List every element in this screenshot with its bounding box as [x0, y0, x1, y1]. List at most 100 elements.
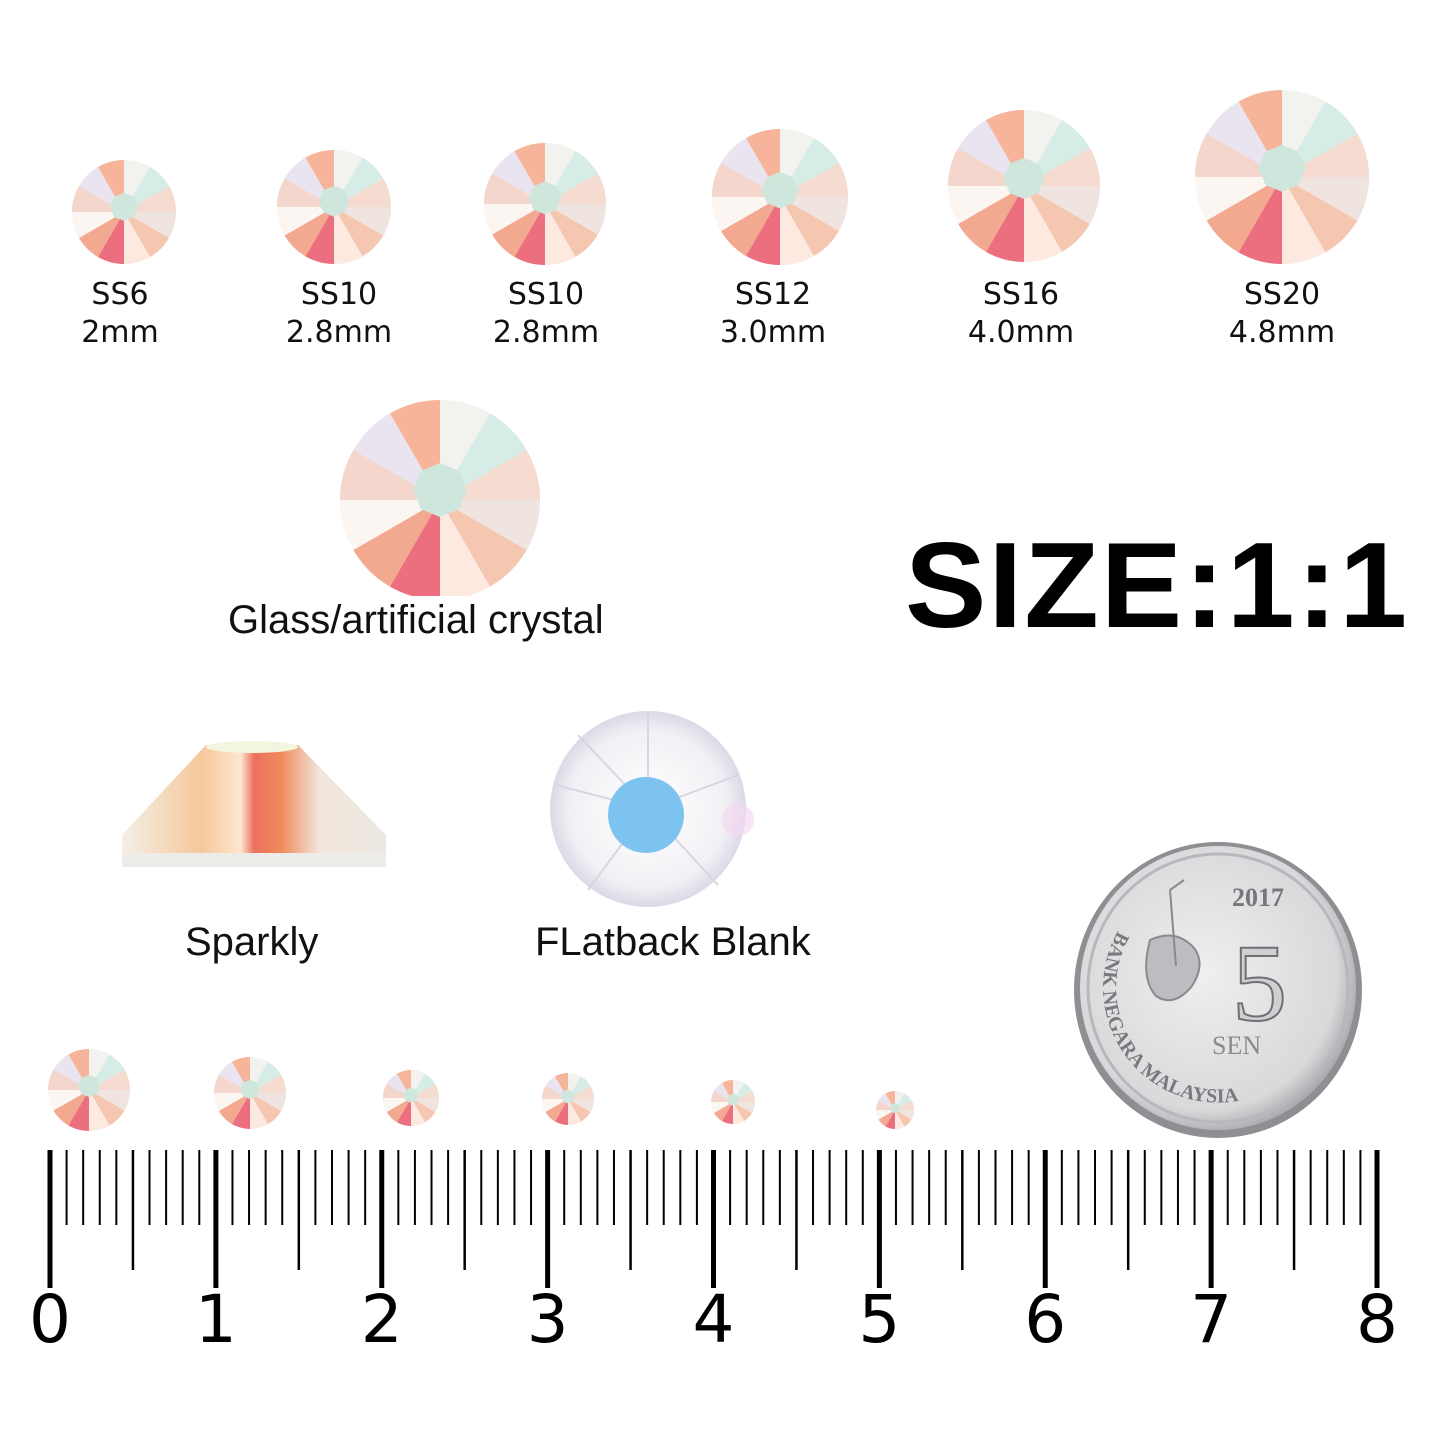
facet — [711, 1102, 733, 1113]
facet — [746, 197, 780, 265]
facet — [568, 1099, 594, 1112]
crystal-large-image — [340, 400, 540, 596]
ruler-label: 8 — [1356, 1281, 1398, 1350]
facet — [89, 1090, 125, 1126]
crystal-ss20-image — [1195, 90, 1369, 264]
crystal-small-image — [711, 1080, 755, 1124]
ruler-label: 5 — [858, 1281, 900, 1350]
facet — [72, 212, 124, 238]
facet — [411, 1098, 425, 1126]
facet — [895, 1110, 905, 1129]
ruler-label: 7 — [1190, 1281, 1232, 1350]
material-caption: Glass/artificial crystal — [228, 598, 604, 642]
facet — [411, 1098, 436, 1123]
facet — [484, 204, 545, 235]
facet — [232, 1093, 250, 1129]
crystal-small-image — [48, 1049, 130, 1131]
facet — [885, 1110, 895, 1129]
crystal-small-image — [214, 1057, 286, 1129]
facet — [733, 1102, 753, 1122]
facet — [48, 1090, 89, 1111]
table-facet — [413, 463, 467, 517]
facet — [876, 1110, 895, 1120]
facet — [390, 500, 440, 596]
coin-year: 2017 — [1232, 883, 1284, 912]
facet — [542, 1099, 568, 1112]
facet — [78, 212, 124, 258]
facet — [514, 204, 545, 265]
facet — [124, 212, 170, 258]
facet — [733, 1102, 755, 1113]
facet — [545, 204, 598, 257]
crystal-ss10-image — [277, 150, 391, 264]
size-label-ss16: SS16 4.0mm — [967, 277, 1075, 350]
coin-5-sen-image: 2017 5 SEN BANK NEGARA MALAYSIA — [1074, 842, 1362, 1138]
facet — [1024, 186, 1100, 224]
facet — [492, 204, 545, 257]
facet — [386, 1098, 411, 1123]
facet — [353, 500, 440, 587]
table-facet — [318, 185, 350, 217]
ruler-label: 4 — [693, 1281, 735, 1350]
facet — [1282, 177, 1358, 253]
facet — [250, 1093, 286, 1111]
crystal-ss6-image — [72, 160, 176, 264]
facet — [340, 500, 440, 550]
facet — [568, 1099, 591, 1122]
crystal-ss10-image — [484, 143, 606, 265]
facet — [440, 500, 527, 587]
table-facet — [560, 1089, 576, 1104]
facet — [284, 207, 334, 257]
facet — [1195, 177, 1282, 221]
facet — [89, 1090, 110, 1131]
facet — [440, 500, 490, 596]
facet — [986, 186, 1024, 262]
side-view-caption: Sparkly — [185, 920, 319, 964]
facet — [1282, 177, 1369, 221]
ruler: 0 1 2 3 4 5 6 7 8 — [29, 1150, 1398, 1350]
facet — [780, 197, 839, 256]
size-label-ss10: SS10 2.8mm — [285, 277, 393, 350]
size-label-ss20: SS20 4.8mm — [1228, 277, 1336, 350]
crystal-small-image — [542, 1073, 594, 1125]
table-facet — [109, 192, 139, 221]
size-title: SIZE:1:1 — [905, 517, 1410, 653]
facet — [733, 1102, 744, 1124]
ruler-label: 2 — [361, 1281, 403, 1350]
facet — [1024, 186, 1062, 262]
facet — [948, 186, 1024, 224]
table-facet — [403, 1087, 419, 1103]
table-facet — [1258, 144, 1306, 192]
facet — [713, 1102, 733, 1122]
facet — [305, 207, 334, 264]
size-label-ss12: SS12 3.0mm — [719, 277, 827, 350]
size-label-ss6: SS6 2mm — [81, 277, 159, 350]
coin-unit: SEN — [1212, 1031, 1261, 1060]
crystal-small-image — [876, 1091, 914, 1129]
facet — [250, 1093, 282, 1125]
table-facet — [240, 1079, 260, 1100]
facet — [722, 1102, 733, 1124]
facet — [277, 207, 334, 236]
facet — [53, 1090, 89, 1126]
table-facet — [77, 1074, 101, 1097]
facet — [721, 197, 780, 256]
size-label-ss10: SS10 2.8mm — [492, 277, 600, 350]
facet — [214, 1093, 250, 1111]
facet — [383, 1098, 411, 1112]
table-facet — [761, 171, 799, 209]
facet — [1238, 177, 1282, 264]
facet — [780, 197, 848, 231]
facet — [1206, 177, 1282, 253]
crystal-ss12-image — [712, 129, 848, 265]
facet — [1282, 177, 1326, 264]
facet — [568, 1099, 581, 1125]
ruler-label: 1 — [195, 1281, 237, 1350]
facet — [958, 186, 1024, 252]
facet — [712, 197, 780, 231]
crystal-flatback-image — [550, 711, 754, 907]
facet — [545, 204, 606, 235]
facet — [878, 1110, 895, 1127]
facet — [89, 1090, 130, 1111]
table-facet — [889, 1102, 901, 1114]
